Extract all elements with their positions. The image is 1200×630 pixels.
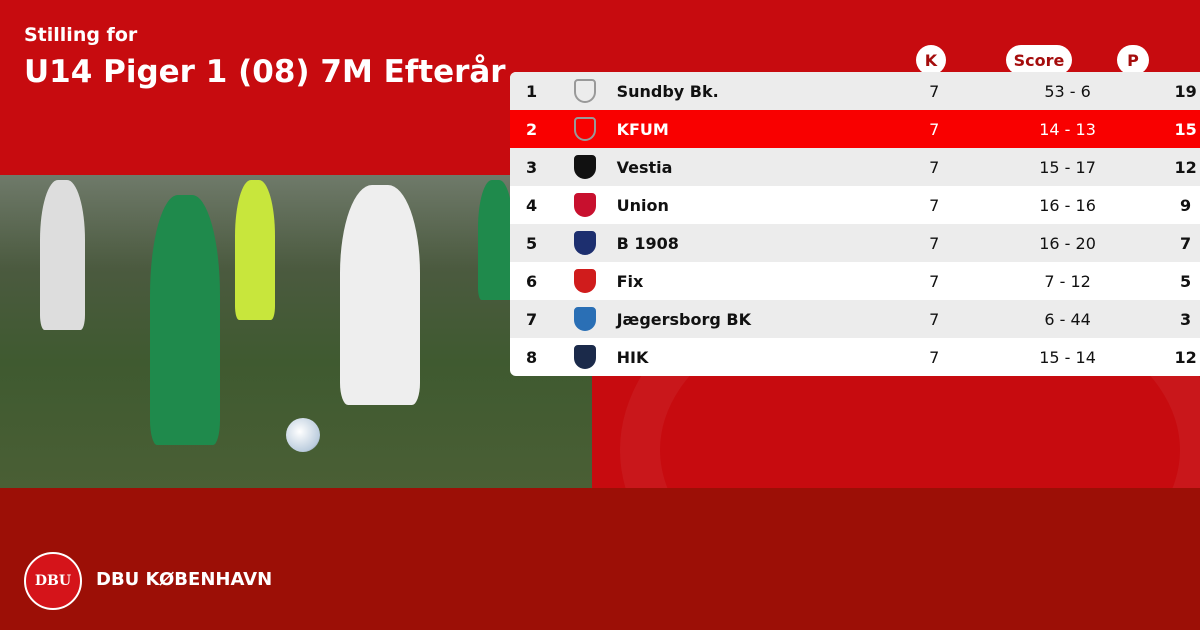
position: 7 — [526, 309, 538, 329]
points: 15 — [1174, 119, 1197, 139]
table-row[interactable]: 4 Union 7 16 - 16 9 — [510, 186, 1200, 224]
matches-played: 7 — [929, 347, 940, 367]
table-row[interactable]: 5 B 1908 7 16 - 20 7 — [510, 224, 1200, 262]
matches-played: 7 — [929, 81, 940, 101]
points: 9 — [1180, 195, 1192, 215]
goal-score: 14 - 13 — [1039, 119, 1096, 139]
position: 8 — [526, 347, 538, 367]
table-row[interactable]: 8 HIK 7 15 - 14 12 — [510, 338, 1200, 376]
position: 6 — [526, 271, 538, 291]
table-row[interactable]: 3 Vestia 7 15 - 17 12 — [510, 148, 1200, 186]
team-logo-icon — [564, 193, 606, 217]
matches-played: 7 — [929, 271, 940, 291]
position: 2 — [526, 119, 538, 139]
matches-played: 7 — [929, 309, 940, 329]
points: 7 — [1180, 233, 1192, 253]
match-photo — [0, 175, 592, 488]
team-logo-icon — [564, 79, 606, 103]
team-logo-icon — [564, 345, 606, 369]
team-name[interactable]: Union — [616, 195, 669, 215]
goal-score: 15 - 17 — [1039, 157, 1096, 177]
points: 12 — [1174, 347, 1197, 367]
goal-score: 6 - 44 — [1044, 309, 1091, 329]
team-logo-icon — [564, 269, 606, 293]
points: 5 — [1180, 271, 1192, 291]
team-name[interactable]: Vestia — [616, 157, 673, 177]
team-name[interactable]: HIK — [616, 347, 649, 367]
team-name[interactable]: KFUM — [616, 119, 669, 139]
ball — [286, 418, 320, 452]
team-logo-icon — [564, 155, 606, 179]
column-k: K — [916, 45, 946, 75]
points: 19 — [1174, 81, 1197, 101]
table-row[interactable]: 2 KFUM 7 14 - 13 15 — [510, 110, 1200, 148]
position: 1 — [526, 81, 538, 101]
goal-score: 7 - 12 — [1044, 271, 1091, 291]
position: 4 — [526, 195, 538, 215]
table-row[interactable]: 7 Jægersborg BK 7 6 - 44 3 — [510, 300, 1200, 338]
team-logo-icon — [564, 307, 606, 331]
goal-score: 16 - 16 — [1039, 195, 1096, 215]
column-p: P — [1117, 45, 1149, 75]
goal-score: 53 - 6 — [1044, 81, 1091, 101]
team-logo-icon — [564, 117, 606, 141]
page-title: U14 Piger 1 (08) 7M Efterår — [24, 54, 506, 90]
dbu-logo: DBU — [24, 552, 82, 610]
goal-score: 15 - 14 — [1039, 347, 1096, 367]
matches-played: 7 — [929, 157, 940, 177]
points: 3 — [1180, 309, 1192, 329]
matches-played: 7 — [929, 119, 940, 139]
table-row[interactable]: 6 Fix 7 7 - 12 5 — [510, 262, 1200, 300]
position: 3 — [526, 157, 538, 177]
standings-table: 1 Sundby Bk. 7 53 - 6 19 2 KFUM 7 14 - 13… — [510, 72, 1200, 376]
team-name[interactable]: B 1908 — [616, 233, 679, 253]
brand-name: DBU KØBENHAVN — [96, 569, 273, 590]
position: 5 — [526, 233, 538, 253]
points: 12 — [1174, 157, 1197, 177]
table-row[interactable]: 1 Sundby Bk. 7 53 - 6 19 — [510, 72, 1200, 110]
team-name[interactable]: Fix — [616, 271, 644, 291]
team-name[interactable]: Sundby Bk. — [616, 81, 719, 101]
subtitle: Stilling for — [24, 24, 138, 46]
goal-score: 16 - 20 — [1039, 233, 1096, 253]
matches-played: 7 — [929, 195, 940, 215]
team-logo-icon — [564, 231, 606, 255]
matches-played: 7 — [929, 233, 940, 253]
team-name[interactable]: Jægersborg BK — [616, 309, 751, 329]
column-score: Score — [1006, 45, 1072, 75]
